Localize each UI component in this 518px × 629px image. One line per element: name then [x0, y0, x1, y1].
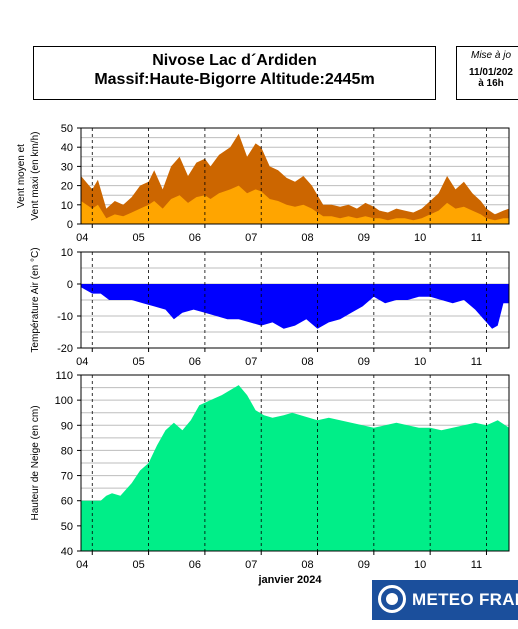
x-tick-label: 11	[471, 232, 482, 244]
snow-ylabel: Hauteur de Neige (en cm)	[30, 405, 41, 520]
y-tick-label: 50	[61, 521, 73, 533]
y-tick-label: 10	[61, 200, 73, 212]
x-tick-label: 10	[414, 356, 426, 368]
x-tick-label: 06	[189, 559, 201, 571]
y-tick-label: 30	[61, 161, 73, 173]
x-tick-label: 04	[76, 559, 88, 571]
y-tick-label: 0	[67, 279, 73, 291]
x-tick-label: 08	[301, 356, 313, 368]
temperature-ylabel: Température Air (en °C)	[30, 247, 41, 352]
area-series-1	[81, 133, 509, 224]
x-tick-label: 07	[245, 559, 257, 571]
x-tick-label: 09	[358, 356, 370, 368]
update-label: Mise à jo	[470, 50, 511, 61]
x-tick-label: 05	[132, 559, 144, 571]
station-name: Nivose Lac d´Ardiden	[152, 52, 317, 69]
y-tick-label: 60	[61, 496, 73, 508]
x-tick-label: 08	[301, 232, 313, 244]
x-tick-label: 07	[245, 356, 257, 368]
meteo-logo-icon	[378, 585, 406, 613]
x-tick-label: 04	[76, 356, 88, 368]
x-tick-label: 05	[132, 232, 144, 244]
x-tick-label: 07	[245, 232, 257, 244]
wind-ylabel-line1: Vent moyen et	[16, 144, 27, 208]
y-tick-label: 70	[61, 471, 73, 483]
x-tick-label: 11	[471, 356, 482, 368]
x-tick-label: 06	[189, 356, 201, 368]
x-tick-label: 09	[358, 232, 370, 244]
plot-frame	[80, 127, 510, 225]
x-tick-label: 09	[358, 559, 370, 571]
y-tick-label: -10	[57, 311, 73, 323]
station-title-box: Nivose Lac d´Ardiden Massif:Haute-Bigorr…	[33, 46, 436, 100]
x-tick-label: 11	[471, 559, 482, 571]
area-series-1	[81, 284, 509, 329]
plot-frame	[80, 374, 510, 552]
area-series-1	[81, 385, 509, 551]
x-axis-title: janvier 2024	[258, 574, 323, 586]
y-tick-label: 110	[55, 370, 73, 382]
update-time: à 16h	[478, 78, 504, 89]
y-tick-label: -20	[57, 343, 73, 355]
y-tick-label: 80	[61, 445, 73, 457]
update-box: Mise à jo 11/01/202 à 16h	[456, 46, 518, 100]
y-tick-label: 40	[61, 546, 73, 558]
plot-frame	[80, 251, 510, 349]
y-tick-label: 100	[55, 395, 73, 407]
x-tick-label: 08	[301, 559, 313, 571]
y-tick-label: 0	[67, 219, 73, 231]
meteo-france-logo: METEO FRAN	[372, 580, 518, 620]
y-tick-label: 40	[61, 142, 73, 154]
y-tick-label: 10	[61, 247, 73, 259]
y-tick-label: 50	[61, 123, 73, 135]
station-massif-altitude: Massif:Haute-Bigorre Altitude:2445m	[94, 71, 375, 88]
update-date: 11/01/202	[469, 67, 513, 78]
x-tick-label: 06	[189, 232, 201, 244]
x-tick-label: 04	[76, 232, 88, 244]
area-series-2	[81, 185, 509, 224]
x-tick-label: 10	[414, 232, 426, 244]
x-tick-label: 05	[132, 356, 144, 368]
y-tick-label: 90	[61, 420, 73, 432]
logo-text: METEO FRAN	[412, 590, 518, 609]
x-tick-label: 10	[414, 559, 426, 571]
y-tick-label: 20	[61, 181, 73, 193]
wind-ylabel-line2: Vent maxi (en km/h)	[30, 132, 41, 221]
